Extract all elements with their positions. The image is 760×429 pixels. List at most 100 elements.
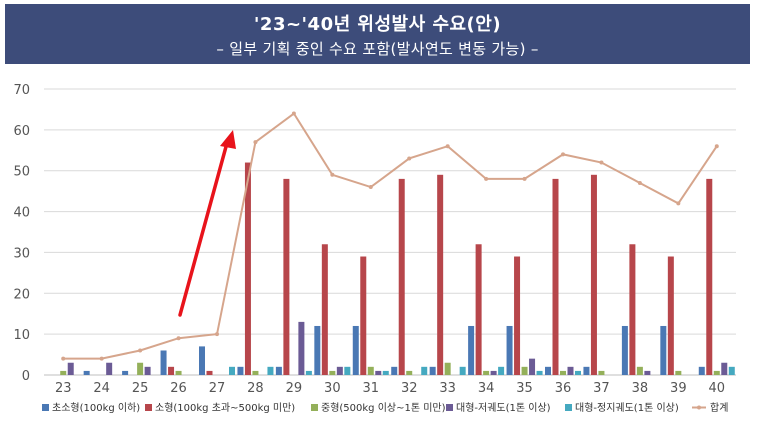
bar	[483, 370, 490, 375]
legend-line-marker	[697, 405, 701, 410]
bar	[706, 178, 713, 375]
bar	[305, 370, 312, 375]
bar	[521, 366, 528, 375]
bar	[675, 370, 682, 375]
bar	[583, 366, 590, 375]
bar	[406, 370, 413, 375]
trend-arrow-shaft	[178, 141, 229, 317]
x-tick-label: 40	[709, 381, 726, 396]
y-tick-label: 70	[13, 83, 30, 98]
legend-label: 대형-저궤도(1톤 이상)	[456, 402, 551, 414]
bar	[398, 178, 405, 375]
total-point	[407, 156, 412, 161]
total-point	[445, 144, 450, 149]
bar	[244, 162, 251, 375]
y-tick-label: 50	[13, 165, 30, 180]
bar	[229, 366, 235, 375]
x-tick-label: 31	[363, 381, 380, 396]
bar	[667, 256, 674, 375]
legend-swatch	[145, 404, 152, 411]
x-tick-label: 32	[401, 381, 418, 396]
x-tick-label: 38	[632, 381, 649, 396]
bar	[421, 366, 428, 375]
x-tick-label: 33	[439, 381, 456, 396]
bar	[728, 366, 735, 375]
bar	[199, 346, 205, 375]
chart-title: '23~'40년 위성발사 수요(안)	[253, 14, 502, 35]
bar	[506, 325, 513, 375]
bar	[122, 370, 129, 375]
bar	[275, 366, 282, 375]
x-tick-label: 25	[132, 381, 149, 396]
bar	[352, 325, 359, 375]
legend-label: 중형(500kg 이상~1톤 미만)	[321, 402, 446, 414]
total-point	[330, 172, 335, 177]
bar	[545, 366, 551, 375]
legend-swatch	[446, 404, 453, 411]
bar	[429, 366, 436, 375]
bar	[437, 174, 444, 375]
bar	[660, 325, 667, 375]
bar	[713, 370, 720, 375]
legend-swatch	[42, 404, 49, 411]
legend-label: 초소형(100kg 이하)	[52, 401, 140, 414]
bar	[598, 370, 605, 375]
bar	[106, 362, 113, 375]
bar	[490, 370, 497, 375]
legend-label: 소형(100kg 초과~500kg 미만)	[155, 402, 295, 414]
trend-arrow-head	[220, 130, 236, 149]
legend-swatch	[565, 404, 572, 411]
y-tick-label: 40	[13, 206, 30, 221]
total-point	[637, 180, 642, 185]
total-point	[138, 348, 143, 353]
bar	[536, 370, 543, 375]
bar	[644, 370, 651, 375]
x-tick-label: 35	[516, 381, 533, 396]
total-point	[176, 336, 181, 341]
bar	[567, 366, 574, 375]
bar	[459, 366, 466, 375]
bar	[621, 325, 628, 375]
bar	[575, 370, 581, 375]
y-tick-label: 20	[13, 287, 30, 302]
y-tick-label: 0	[22, 369, 30, 384]
bar	[237, 366, 244, 375]
total-point	[599, 160, 604, 165]
bar	[475, 244, 482, 375]
x-tick-label: 24	[93, 381, 110, 396]
total-point	[522, 176, 527, 181]
x-tick-label: 30	[324, 381, 341, 396]
bar	[498, 366, 505, 375]
bar	[160, 350, 167, 375]
bar	[329, 370, 336, 375]
title-banner: '23~'40년 위성발사 수요(안) – 일부 기획 중인 수요 포함(발사연…	[5, 4, 750, 64]
bar	[560, 370, 566, 375]
x-tick-label: 23	[55, 381, 72, 396]
total-point	[99, 356, 104, 361]
x-tick-label: 37	[593, 381, 610, 396]
total-point	[561, 152, 565, 157]
legend-swatch	[311, 404, 318, 411]
bar	[552, 178, 559, 375]
legend-label: 대형-정지궤도(1톤 이상)	[575, 402, 679, 414]
bar	[375, 370, 382, 375]
bar	[721, 362, 728, 375]
bar	[344, 366, 351, 375]
total-point	[368, 185, 373, 190]
total-point	[61, 356, 66, 361]
bar	[283, 178, 290, 375]
total-point	[484, 176, 489, 181]
bar	[590, 174, 597, 375]
total-point	[714, 144, 719, 149]
total-point	[291, 111, 296, 116]
x-tick-label: 34	[478, 381, 495, 396]
x-tick-label: 27	[209, 381, 226, 396]
bar	[444, 362, 451, 375]
bar	[514, 256, 521, 375]
bar	[206, 370, 213, 375]
bar	[83, 370, 90, 375]
bar	[367, 366, 374, 375]
bar	[698, 366, 705, 375]
bar	[252, 370, 259, 375]
